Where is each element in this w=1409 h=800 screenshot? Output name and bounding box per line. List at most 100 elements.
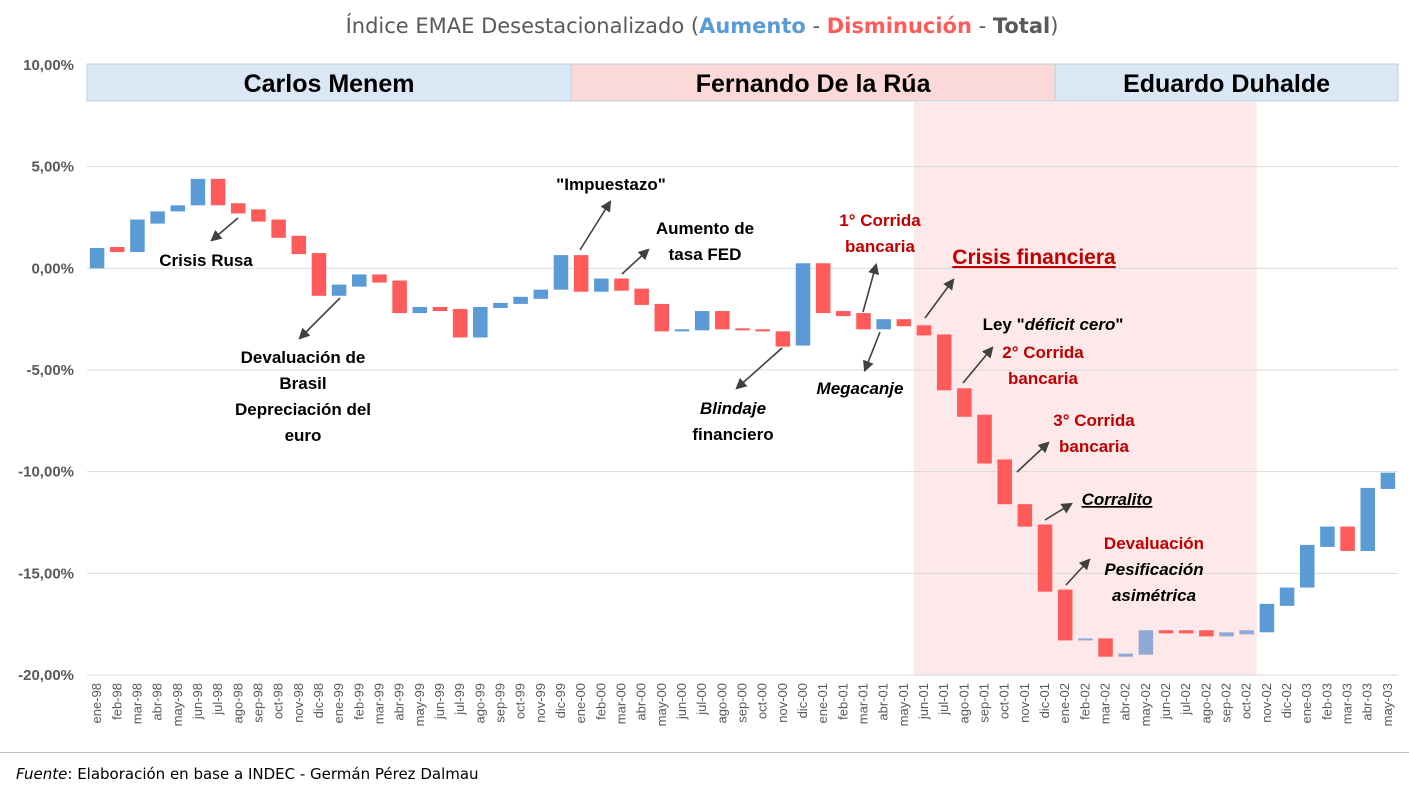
waterfall-bar bbox=[513, 296, 528, 304]
annotation-arrow bbox=[735, 347, 783, 390]
era-label: Eduardo Duhalde bbox=[1123, 70, 1330, 98]
source-label: Fuente bbox=[16, 765, 68, 783]
annotation-corrida-2: 2° Corrida bbox=[1002, 343, 1084, 362]
x-tick-label: ago-01 bbox=[956, 683, 971, 723]
y-tick-label: -10,00% bbox=[18, 464, 74, 481]
waterfall-bar bbox=[836, 311, 851, 317]
x-tick-label: dic-02 bbox=[1279, 683, 1294, 718]
x-tick-label: ene-98 bbox=[89, 683, 104, 723]
y-tick-label: 5,00% bbox=[31, 159, 74, 176]
waterfall-bar bbox=[1239, 630, 1254, 635]
waterfall-bar bbox=[715, 311, 730, 330]
x-tick-label: jun-99 bbox=[432, 683, 447, 720]
annotation-corrida-3: 3° Corrida bbox=[1053, 411, 1135, 430]
waterfall-bar bbox=[251, 209, 266, 222]
waterfall-bar bbox=[1178, 630, 1194, 634]
waterfall-bar bbox=[1219, 632, 1234, 637]
x-tick-label: ago-98 bbox=[230, 683, 245, 723]
annotation-impuestazo: "Impuestazo" bbox=[556, 175, 666, 194]
x-tick-label: jul-98 bbox=[210, 683, 225, 716]
title-prefix: Índice EMAE Desestacionalizado ( bbox=[346, 13, 700, 38]
x-tick-label: oct-01 bbox=[997, 683, 1012, 719]
x-tick-label: jun-98 bbox=[190, 683, 205, 720]
x-tick-label: jun-00 bbox=[674, 683, 689, 720]
x-tick-label: ene-02 bbox=[1057, 683, 1072, 723]
waterfall-bar bbox=[210, 178, 226, 206]
waterfall-bar bbox=[1118, 653, 1133, 657]
waterfall-bar bbox=[412, 306, 428, 314]
title-sep: - bbox=[806, 14, 827, 38]
waterfall-bar bbox=[957, 388, 972, 417]
annotation-corralito: Corralito bbox=[1082, 490, 1153, 509]
x-tick-label: jun-01 bbox=[916, 683, 931, 720]
waterfall-bar bbox=[1279, 587, 1295, 606]
waterfall-bar bbox=[916, 325, 932, 336]
annotation-arrow bbox=[962, 346, 994, 384]
waterfall-bar bbox=[573, 255, 589, 292]
x-tick-label: oct-02 bbox=[1239, 683, 1254, 719]
waterfall-bar bbox=[452, 309, 468, 338]
x-tick-label: sep-02 bbox=[1219, 683, 1234, 723]
waterfall-bar bbox=[1360, 487, 1376, 551]
x-tick-label: abr-98 bbox=[150, 683, 165, 721]
waterfall-bar bbox=[735, 328, 750, 331]
waterfall-bar bbox=[473, 306, 488, 338]
x-tick-label: sep-99 bbox=[492, 683, 507, 723]
waterfall-bar bbox=[775, 331, 791, 347]
x-tick-label: feb-01 bbox=[835, 683, 850, 720]
annotation-arrow bbox=[1016, 441, 1050, 473]
waterfall-bar bbox=[1158, 630, 1174, 634]
x-tick-label: sep-01 bbox=[977, 683, 992, 723]
x-tick-label: ago-00 bbox=[714, 683, 729, 723]
era-header-box bbox=[86, 63, 572, 102]
x-tick-label: mar-01 bbox=[856, 683, 871, 724]
waterfall-bar bbox=[977, 414, 992, 464]
x-tick-label: abr-99 bbox=[392, 683, 407, 721]
annotation-arrow bbox=[579, 200, 612, 251]
y-tick-label: -20,00% bbox=[18, 667, 74, 684]
waterfall-bar bbox=[815, 263, 831, 314]
waterfall-bar bbox=[231, 203, 246, 214]
annotation-aumento-fed: Aumento de bbox=[656, 219, 754, 238]
x-tick-label: may-01 bbox=[896, 683, 911, 726]
x-tick-label: dic-00 bbox=[795, 683, 810, 718]
annotation-arrow bbox=[298, 297, 341, 340]
emae-waterfall-chart: Índice EMAE Desestacionalizado ( Aumento … bbox=[18, 13, 1399, 726]
x-tick-label: sep-00 bbox=[735, 683, 750, 723]
x-tick-label: feb-00 bbox=[593, 683, 608, 720]
x-tick-label: feb-02 bbox=[1077, 683, 1092, 720]
waterfall-bar bbox=[432, 306, 448, 312]
x-tick-label: ene-03 bbox=[1299, 683, 1314, 723]
waterfall-bar bbox=[533, 289, 549, 299]
waterfall-bar bbox=[795, 263, 811, 346]
era-header-box bbox=[570, 63, 1056, 102]
waterfall-bar bbox=[1138, 630, 1154, 655]
source-text: : Elaboración en base a INDEC - Germán P… bbox=[67, 765, 479, 783]
x-tick-label: abr-02 bbox=[1118, 683, 1133, 721]
x-tick-label: ene-99 bbox=[331, 683, 346, 723]
annotation-arrow bbox=[1065, 558, 1091, 586]
annotation-blindaje: financiero bbox=[692, 425, 773, 444]
waterfall-bar bbox=[170, 205, 186, 212]
annotation-arrow bbox=[862, 262, 880, 313]
x-tick-label: nov-00 bbox=[775, 683, 790, 723]
waterfall-bar bbox=[856, 313, 871, 330]
era-label: Fernando De la Rúa bbox=[696, 70, 932, 98]
waterfall-bar bbox=[1098, 638, 1113, 657]
annotation-arrow bbox=[210, 217, 239, 242]
x-tick-label: oct-00 bbox=[755, 683, 770, 719]
waterfall-bar bbox=[1037, 524, 1053, 592]
waterfall-bar bbox=[1199, 630, 1214, 637]
waterfall-bar bbox=[89, 248, 105, 269]
x-tick-label: mar-03 bbox=[1340, 683, 1355, 724]
x-tick-label: may-00 bbox=[654, 683, 669, 726]
y-tick-label: -5,00% bbox=[26, 362, 74, 379]
annotation-corrida-1: 1° Corrida bbox=[839, 211, 921, 230]
x-tick-label: ene-00 bbox=[573, 683, 588, 723]
x-tick-label: ago-02 bbox=[1198, 683, 1213, 723]
annotation-deficit-cero: Ley "déficit cero" bbox=[983, 315, 1124, 334]
annotation-megacanje: Megacanje bbox=[817, 379, 904, 398]
annotation-arrow bbox=[924, 278, 955, 319]
waterfall-bar bbox=[493, 302, 508, 308]
waterfall-bar bbox=[352, 274, 367, 287]
